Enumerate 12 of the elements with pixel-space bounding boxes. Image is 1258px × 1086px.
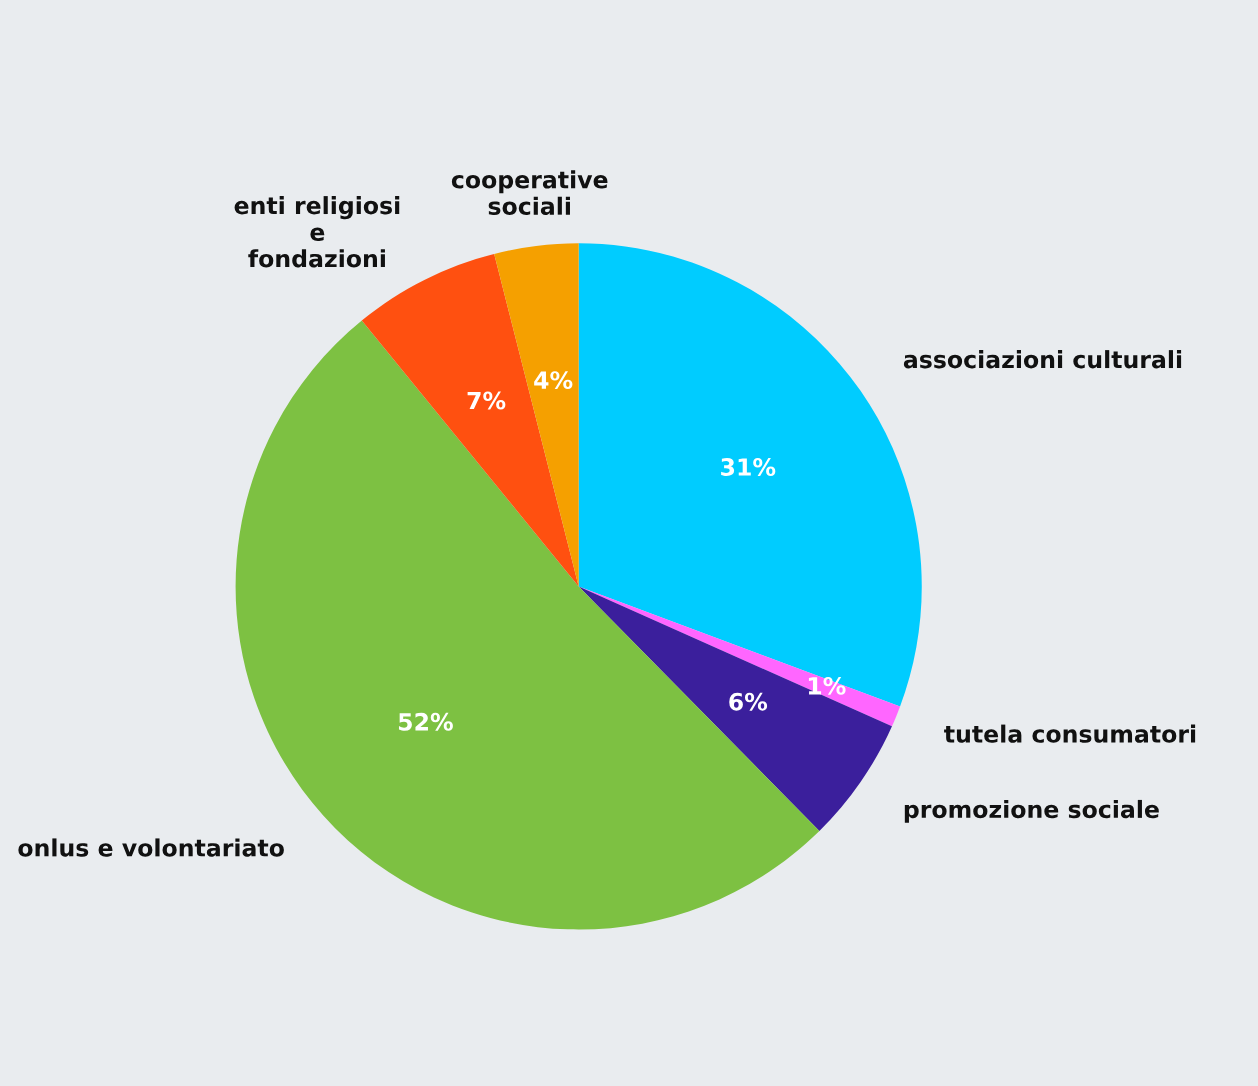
slice-label: promozione sociale [904,799,1159,823]
data-label: 4% [534,371,573,390]
data-label: 6% [729,692,768,711]
data-label: 52% [398,712,453,731]
data-label: 1% [808,676,846,695]
slice-label: associazioni culturali [903,350,1182,369]
slice-label: tutela consumatori [944,724,1196,743]
data-label: 7% [467,391,506,410]
slice-label: onlus e volontariato [18,838,284,857]
slice-label: cooperative sociali [451,170,608,216]
slice-label: enti religiosi e fondazioni [234,196,400,268]
data-label: 31% [721,458,776,476]
